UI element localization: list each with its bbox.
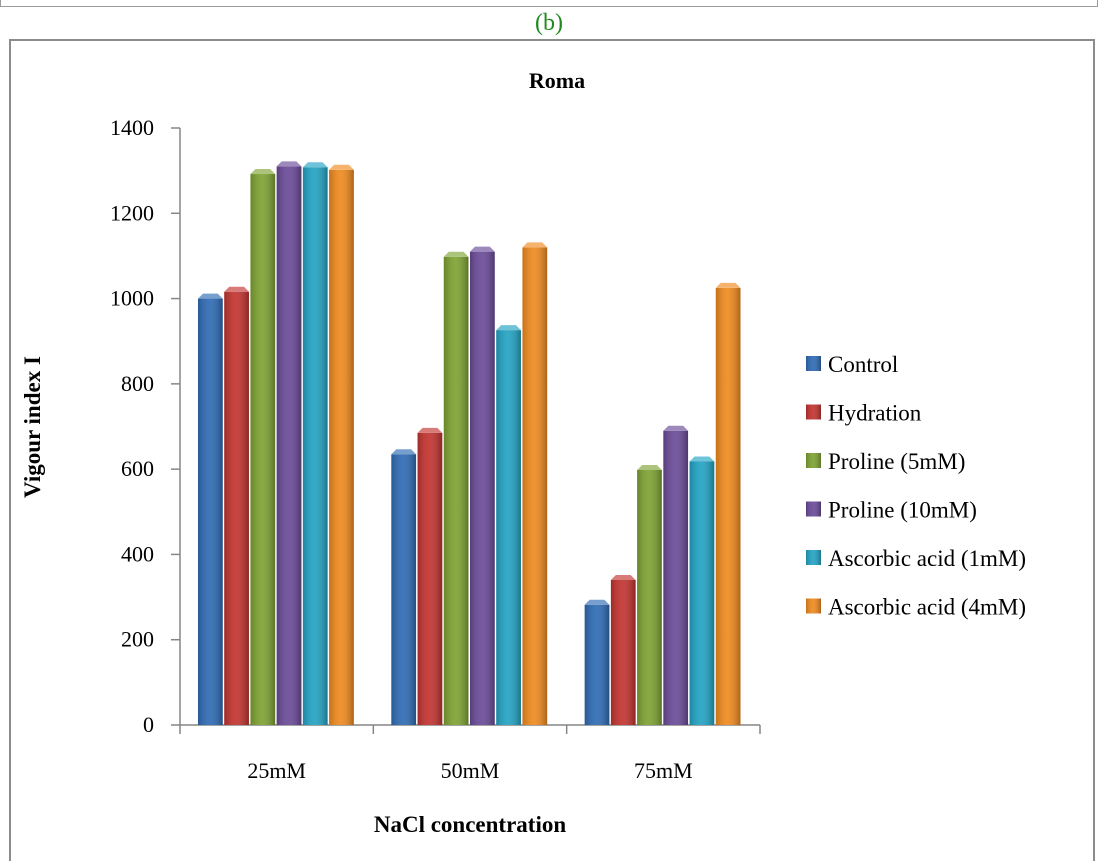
bar [715,282,741,725]
bar [302,162,328,725]
legend-label: Hydration [828,401,922,426]
bar [276,161,302,726]
y-tick-label: 800 [121,371,154,396]
bar [522,242,548,725]
bar [689,456,715,725]
y-tick-label: 600 [121,456,154,481]
legend-item: Ascorbic acid (4mM) [806,595,1026,620]
bar [443,251,469,725]
legend-label: Proline (10mM) [828,498,977,523]
y-tick-label: 400 [121,541,154,566]
y-tick-label: 0 [143,712,154,737]
y-tick-label: 1400 [110,115,154,140]
x-tick-label: 75mM [634,758,693,783]
x-tick-label: 25mM [247,758,306,783]
bar [610,575,636,725]
y-axis-title: Vigour index I [20,356,45,498]
x-axis: 25mM 50mM 75mM [179,724,761,783]
bar [470,246,495,725]
y-tick-label: 200 [121,627,154,652]
legend-item: Ascorbic acid (1mM) [806,546,1026,571]
x-axis-title: NaCl concentration [374,812,566,837]
chart-frame [9,39,1095,861]
bar [250,169,276,725]
legend-item: Proline (10mM) [806,498,977,523]
chart-title: Roma [529,68,585,93]
bar [329,164,354,726]
bar [496,325,521,725]
y-tick-label: 1000 [110,286,154,311]
bar [637,464,662,725]
y-tick-label: 1200 [110,200,154,225]
panel-label: (b) [535,10,563,36]
legend-label: Ascorbic acid (4mM) [828,595,1026,620]
x-tick-label: 50mM [441,758,500,783]
bar [417,427,443,725]
legend-item: Control [806,352,898,377]
bars [198,161,741,726]
legend: Control Hydration Proline (5mM) Proline (10… [806,352,1026,620]
bar [198,293,223,725]
legend-label: Ascorbic acid (1mM) [828,546,1026,571]
legend-label: Control [828,352,898,377]
y-axis: 0 200 400 600 800 1000 1200 1400 [110,115,181,737]
bar [224,286,249,725]
legend-item: Hydration [806,401,922,426]
bar [584,599,610,725]
legend-label: Proline (5mM) [828,449,965,474]
legend-item: Proline (5mM) [806,449,965,474]
bar [663,425,689,725]
bar [391,449,417,725]
